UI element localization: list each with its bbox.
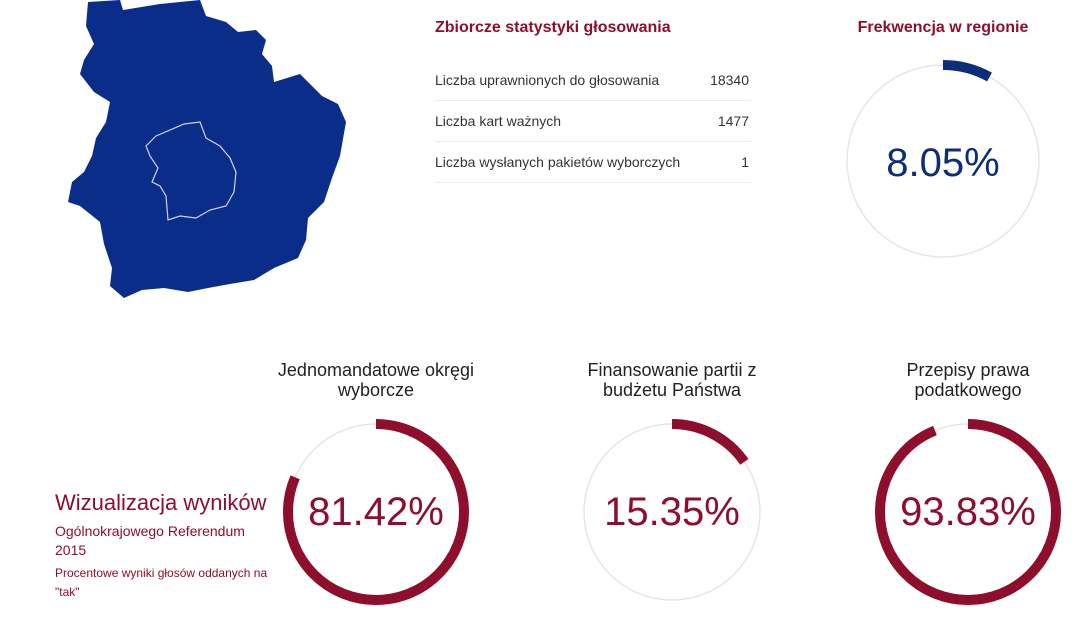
stats-row-label: Liczba uprawnionych do głosowania	[435, 72, 660, 88]
result-ring	[579, 419, 765, 605]
stats-row-valid-ballots: Liczba kart ważnych 1477	[435, 101, 751, 142]
result-party-financing: Finansowanie partii z budżetu Państwa 15…	[572, 360, 772, 605]
stats-row-value: 18340	[710, 72, 749, 88]
visualization-title: Wizualizacja wyników	[55, 490, 267, 515]
stats-row-value: 1477	[717, 113, 749, 129]
stats-row-value: 1	[741, 154, 749, 170]
result-single-member-districts: Jednomandatowe okręgi wyborcze 81.42%	[276, 360, 476, 605]
result-title: Jednomandatowe okręgi wyborcze	[277, 360, 475, 400]
region-map-shape[interactable]	[68, 0, 346, 298]
city-boundary[interactable]	[145, 121, 237, 221]
region-map[interactable]	[60, 0, 360, 308]
stats-row-label: Liczba wysłanych pakietów wyborczych	[435, 154, 681, 170]
stats-row-sent-packages: Liczba wysłanych pakietów wyborczych 1	[435, 142, 751, 183]
region-map-icon	[68, 0, 346, 298]
result-value: 81.42%	[308, 489, 444, 534]
visualization-description: Procentowe wyniki głosów oddanych na "ta…	[55, 566, 268, 599]
result-title: Finansowanie partii z budżetu Państwa	[587, 360, 757, 400]
result-ring	[283, 419, 469, 605]
result-ring-arc	[579, 419, 765, 605]
turnout-ring	[842, 60, 1044, 262]
result-ring	[875, 419, 1061, 605]
stats-title: Zbiorcze statystyki głosowania	[435, 19, 671, 36]
stats-row-eligible-voters: Liczba uprawnionych do głosowania 18340	[435, 60, 751, 101]
voting-statistics: Zbiorcze statystyki głosowania Liczba up…	[435, 18, 751, 183]
visualization-subtitle: Ogólnokrajowego Referendum 2015	[55, 523, 245, 558]
result-value: 93.83%	[900, 489, 1036, 534]
turnout-panel: Frekwencja w regionie 8.05%	[838, 18, 1048, 262]
turnout-title: Frekwencja w regionie	[857, 19, 1029, 36]
visualization-caption: Wizualizacja wyników Ogólnokrajowego Ref…	[55, 490, 275, 602]
turnout-ring-arc	[842, 60, 1044, 262]
result-ring-arc	[283, 419, 469, 605]
stats-row-label: Liczba kart ważnych	[435, 113, 562, 129]
result-value: 15.35%	[604, 489, 740, 534]
result-tax-law: Przepisy prawa podatkowego 93.83%	[868, 360, 1068, 605]
turnout-value: 8.05%	[886, 140, 1000, 185]
result-title: Przepisy prawa podatkowego	[906, 360, 1030, 400]
result-ring-arc	[875, 419, 1061, 605]
